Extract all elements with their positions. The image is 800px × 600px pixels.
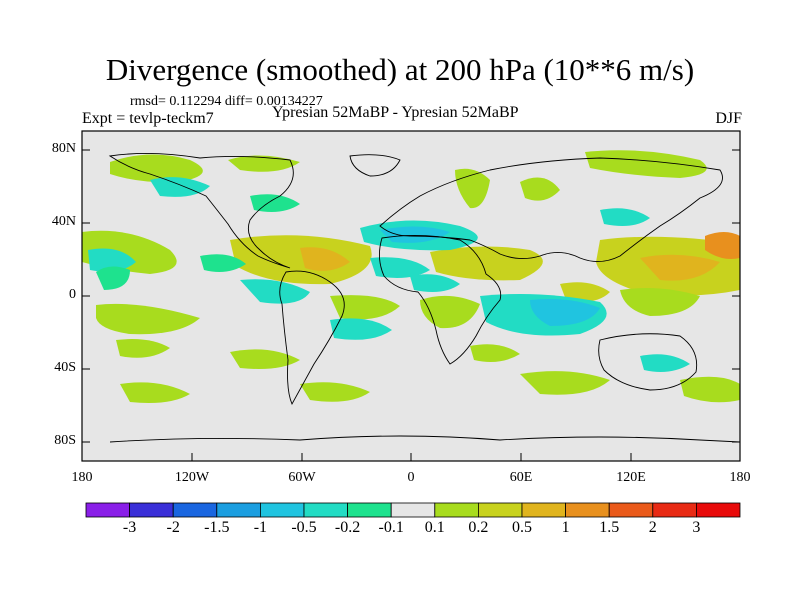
field-blob <box>230 235 372 285</box>
colorbar <box>85 502 741 518</box>
field-blob <box>705 232 740 259</box>
field-blob <box>600 208 650 226</box>
y-tick-label: 40S <box>54 360 76 375</box>
x-tick-label: 60W <box>288 470 316 485</box>
field-blob <box>240 279 310 304</box>
coast-africa <box>379 234 502 365</box>
field-blob <box>410 274 460 292</box>
stats-text: rmsd= 0.112294 diff= 0.00134227 <box>130 94 323 109</box>
x-ticks <box>81 453 741 461</box>
colorbar-box <box>696 502 741 518</box>
field-blob <box>300 247 350 271</box>
field-blob <box>330 318 392 340</box>
colorbar-box <box>259 502 305 518</box>
x-tick-label: 60E <box>509 470 533 485</box>
colorbar-label: -2 <box>166 519 180 536</box>
divergence-field <box>82 150 740 403</box>
colorbar-label: 2 <box>648 519 657 536</box>
field-blob <box>96 266 130 290</box>
season-label: DJF <box>715 110 742 127</box>
field-blob <box>470 344 520 362</box>
colorbar-box <box>652 502 697 518</box>
colorbar-box <box>390 502 436 518</box>
field-blob <box>420 295 480 329</box>
field-blob <box>330 295 400 320</box>
colorbar-box <box>521 502 566 518</box>
field-blob <box>96 303 200 335</box>
colorbar-box <box>129 502 174 518</box>
colorbar-box <box>172 502 218 518</box>
colorbar-box <box>477 502 523 518</box>
field-blob <box>370 257 430 278</box>
y-ticks <box>82 149 740 443</box>
field-blob <box>620 288 700 316</box>
colorbar-box <box>347 502 392 518</box>
x-tick-label: 0 <box>407 470 415 485</box>
colorbar-box <box>565 502 610 518</box>
field-blob <box>520 177 560 201</box>
colorbar-label: -0.2 <box>334 519 361 536</box>
colorbar-box <box>216 502 261 518</box>
chart-title: Divergence (smoothed) at 200 hPa (10**6 … <box>105 52 695 87</box>
period-label: Ypresian 52MaBP - Ypresian 52MaBP <box>272 104 519 121</box>
colorbar-label: 1 <box>561 519 570 536</box>
coast-south-america <box>279 270 345 406</box>
x-tick-label: 120E <box>616 470 646 485</box>
field-blob <box>380 226 450 243</box>
field-blob <box>640 354 690 372</box>
field-blob <box>230 349 300 369</box>
colorbar-label: 0.1 <box>424 519 445 536</box>
colorbar-label: -0.5 <box>291 519 317 536</box>
coast-greenland <box>349 154 401 177</box>
field-blob <box>585 150 707 178</box>
y-tick-label: 0 <box>69 287 76 302</box>
x-tick-label: 180 <box>71 470 93 485</box>
x-tick-label: 180 <box>729 470 751 485</box>
field-blob <box>110 154 203 183</box>
coast-antarctica <box>109 435 741 443</box>
colorbar-label: 0.5 <box>512 519 532 536</box>
field-blob <box>455 168 490 209</box>
colorbar-box <box>608 502 654 518</box>
colorbar-label: -0.1 <box>378 519 404 536</box>
coast-north-america <box>108 152 294 269</box>
y-tick-label: 40N <box>51 214 76 229</box>
field-blob <box>116 339 170 358</box>
field-blob <box>530 299 600 326</box>
colorbar-label: -3 <box>122 519 137 536</box>
colorbar-label: -1.5 <box>204 519 230 536</box>
colorbar-box <box>303 502 348 518</box>
field-blob <box>120 382 190 403</box>
field-blob <box>680 376 740 403</box>
coastlines <box>108 152 741 443</box>
field-blob <box>520 371 610 395</box>
field-blob <box>640 254 720 281</box>
field-blob <box>430 246 543 281</box>
x-tick-label: 120W <box>174 470 210 485</box>
coast-eurasia <box>379 157 723 262</box>
field-blob <box>200 254 246 272</box>
colorbar-label: 1.5 <box>599 519 620 536</box>
y-tick-label: 80S <box>54 433 76 448</box>
field-blob <box>560 282 610 302</box>
colorbar-label: 0.2 <box>468 519 489 536</box>
field-blob <box>150 177 210 197</box>
colorbar-label: 3 <box>692 519 701 536</box>
coast-australia <box>598 333 698 391</box>
experiment-label: Expt = tevlp-teckm7 <box>82 110 214 127</box>
colorbar-box <box>434 502 479 518</box>
field-blob <box>300 382 370 402</box>
field-blob <box>88 248 136 272</box>
colorbar-label: -1 <box>253 519 268 536</box>
colorbar-box <box>85 502 130 518</box>
y-tick-label: 80N <box>51 141 76 156</box>
